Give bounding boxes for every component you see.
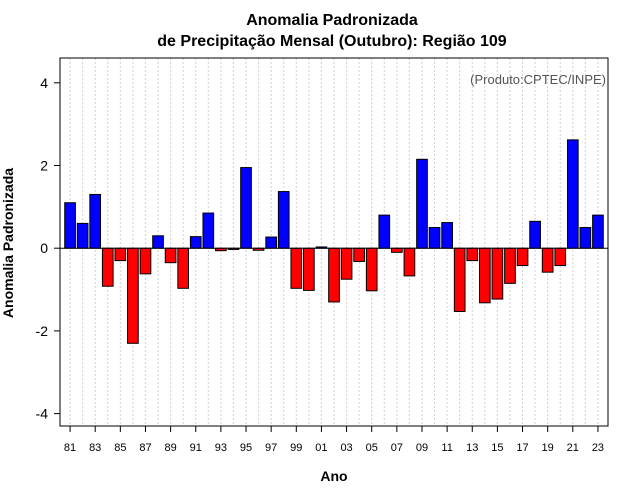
bar-1983: [89, 193, 102, 249]
bar-1985: [114, 247, 127, 262]
bar-1987: [139, 247, 152, 275]
chart-title: Anomalia Padronizada: [246, 12, 418, 29]
bar-1991: [189, 236, 202, 249]
x-tick-label: 83: [89, 442, 101, 454]
y-axis: -4 -2 0 2 4: [36, 75, 60, 422]
bar-1999: [290, 247, 303, 289]
y-tick-label: 2: [40, 158, 48, 174]
bar-2002: [328, 247, 340, 303]
bar-2018: [529, 220, 541, 249]
bar-1990: [177, 247, 190, 289]
x-tick-label: 01: [315, 442, 327, 454]
bar-2005: [365, 247, 378, 292]
x-tick-label: 99: [290, 442, 302, 454]
bar-2009: [416, 158, 428, 249]
bar-2007: [391, 247, 403, 253]
x-axis: 81 83 85 87 89 91 93 95 97 99 01 03 05 07 09 11 13 15 17 19…: [64, 426, 604, 454]
bar-1997: [265, 236, 277, 249]
bar-1982: [76, 222, 89, 249]
bar-2004: [353, 247, 365, 262]
x-tick-label: 97: [265, 442, 277, 454]
bar-2015: [491, 247, 504, 300]
y-tick-label: 4: [40, 75, 48, 91]
x-tick-label: 19: [542, 442, 554, 454]
x-tick-label: 05: [366, 442, 378, 454]
bar-2014: [478, 247, 491, 304]
x-tick-label: 21: [567, 442, 579, 454]
x-tick-label: 15: [491, 442, 503, 454]
x-axis-title: Ano: [320, 468, 347, 484]
bar-2011: [441, 222, 453, 249]
x-tick-label: 91: [190, 442, 202, 454]
x-tick-label: 23: [592, 442, 604, 454]
x-tick-label: 85: [114, 442, 126, 454]
credit-text: (Produto:CPTEC/INPE): [470, 72, 606, 87]
bar-2010: [428, 227, 441, 249]
bar-1995: [240, 167, 252, 249]
y-tick-label: -4: [36, 406, 49, 422]
chart-subtitle: de Precipitação Mensal (Outubro): Região…: [157, 33, 507, 50]
x-tick-label: 81: [64, 442, 76, 454]
bar-2003: [340, 247, 353, 280]
bar-1998: [277, 191, 290, 249]
x-tick-label: 95: [240, 442, 252, 454]
bar-1981: [64, 202, 76, 249]
bar-2016: [504, 247, 516, 284]
x-tick-label: 87: [139, 442, 151, 454]
y-tick-label: 0: [40, 240, 48, 256]
bar-2023: [592, 214, 604, 249]
plot-frame: [59, 57, 609, 427]
x-tick-label: 93: [215, 442, 227, 454]
bar-1989: [164, 247, 177, 264]
bar-1984: [101, 247, 114, 287]
x-tick-label: 89: [164, 442, 176, 454]
bar-2020: [554, 247, 567, 267]
bar-2006: [378, 214, 391, 249]
bar-1986: [127, 247, 139, 344]
x-tick-label: 07: [391, 442, 403, 454]
bar-2021: [566, 139, 579, 249]
bar-2017: [516, 247, 529, 267]
bar-2012: [453, 247, 466, 312]
bar-2000: [303, 247, 315, 291]
y-tick-label: -2: [36, 323, 49, 339]
x-tick-label: 11: [441, 442, 452, 454]
y-axis-title: Anomalia Padronizada: [0, 168, 16, 318]
x-tick-label: 09: [416, 442, 428, 454]
grid-lines: [69, 58, 599, 426]
bar-1988: [152, 235, 164, 249]
bar-1992: [202, 212, 215, 249]
bar-2013: [466, 247, 479, 262]
bar-2008: [403, 247, 416, 277]
bar-2022: [579, 227, 592, 249]
x-tick-label: 17: [516, 442, 528, 454]
bars: [64, 139, 604, 344]
x-tick-label: 03: [340, 442, 352, 454]
x-tick-label: 13: [466, 442, 478, 454]
bar-2019: [541, 247, 554, 273]
